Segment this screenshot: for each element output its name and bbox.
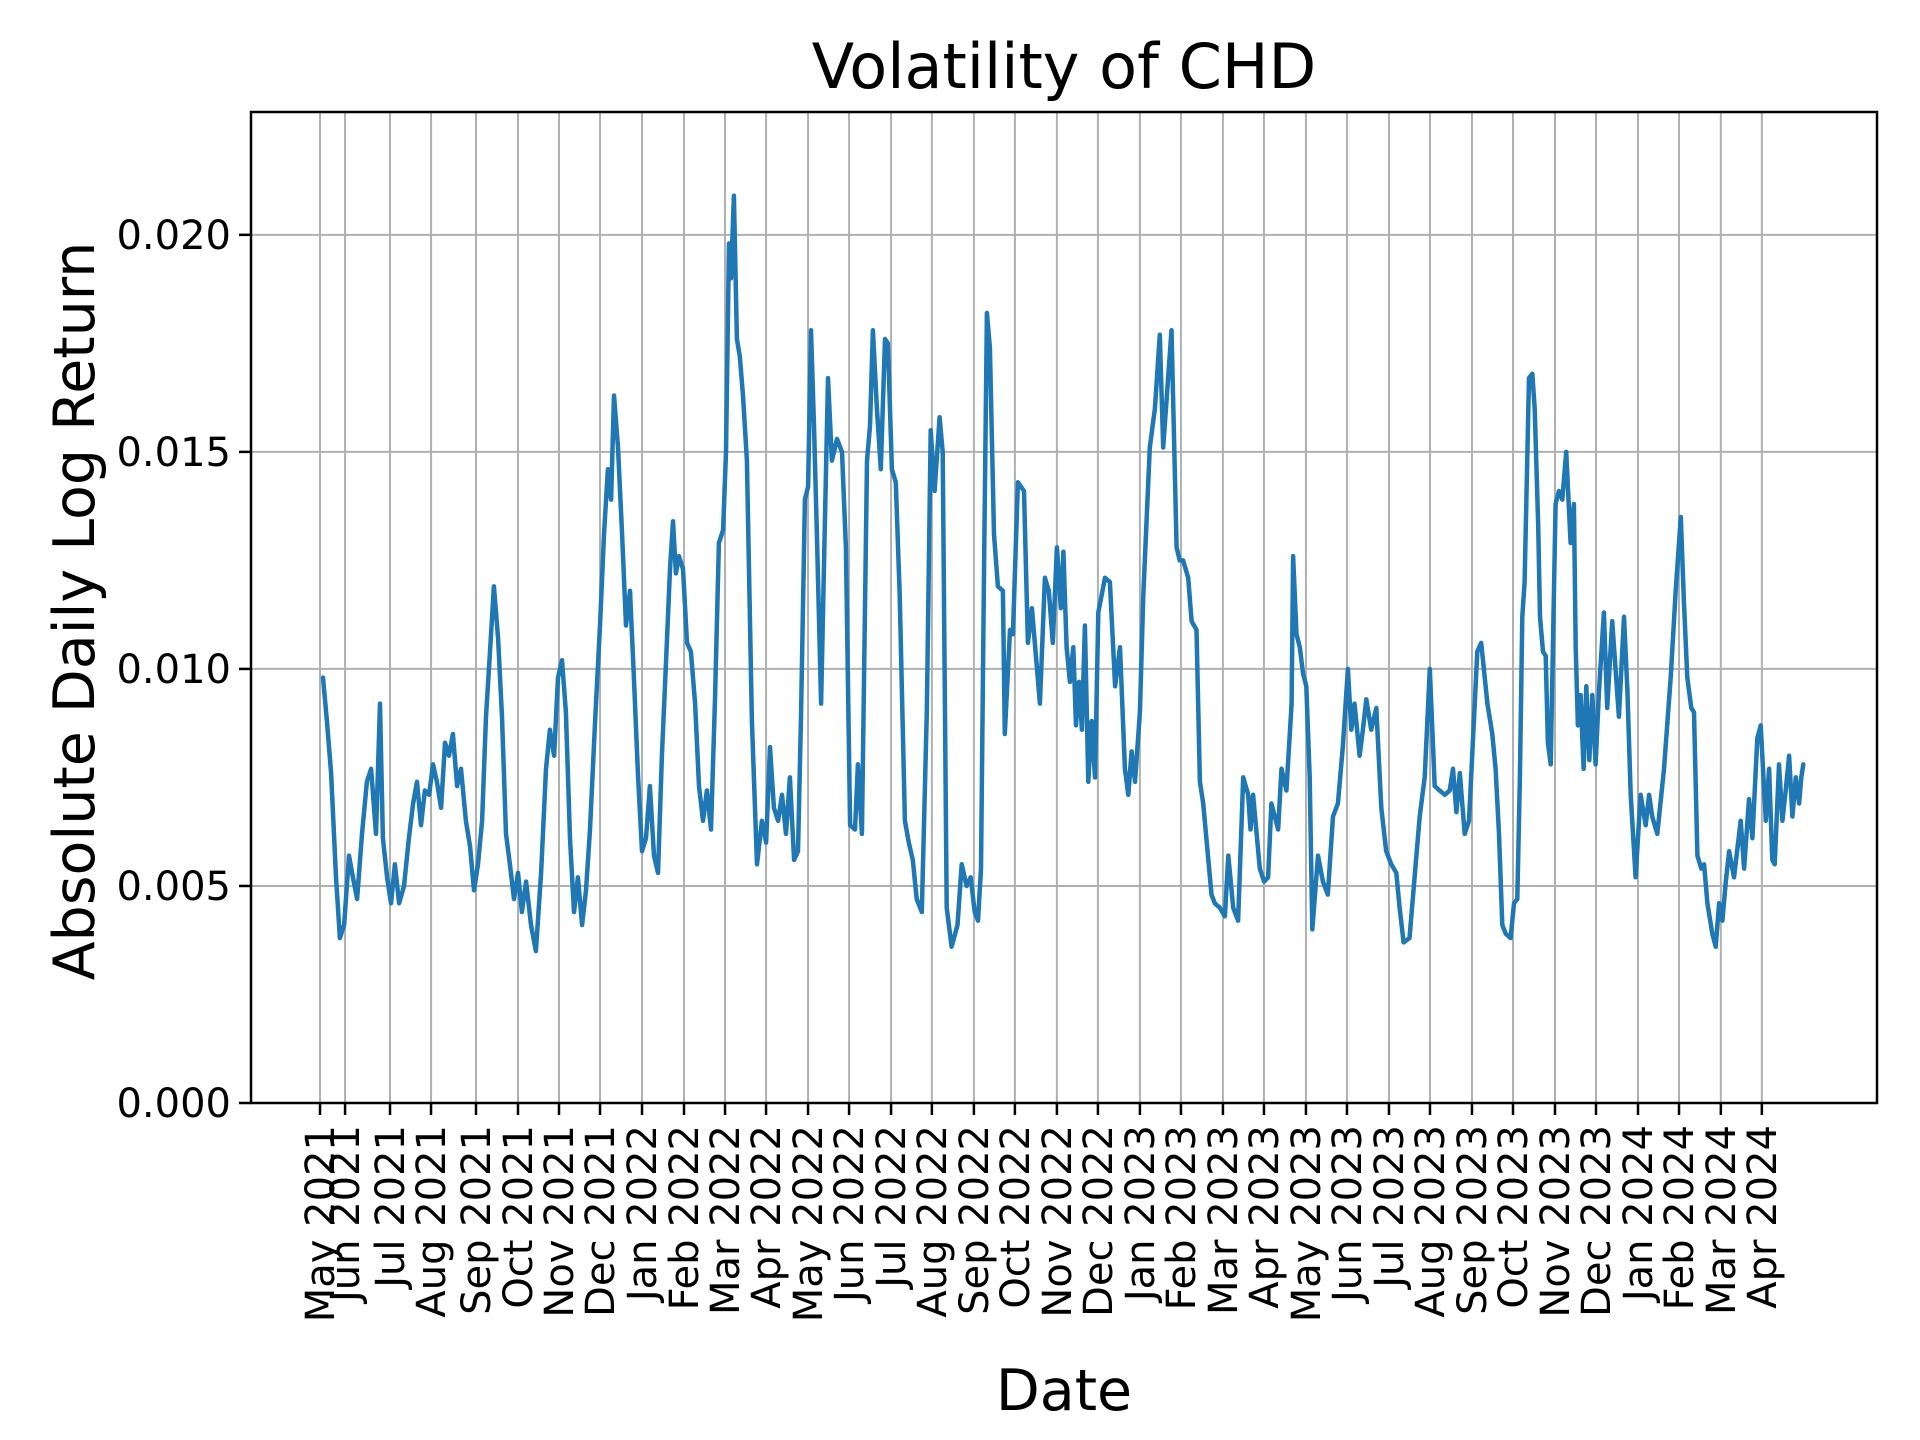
x-tick-label: Oct 2023 bbox=[1491, 1125, 1537, 1309]
x-tick-label: May 2023 bbox=[1284, 1125, 1330, 1322]
x-tick-label: Jan 2024 bbox=[1616, 1125, 1662, 1304]
x-axis-label: Date bbox=[995, 1358, 1133, 1424]
x-tick-label: Jun 2022 bbox=[827, 1125, 873, 1305]
x-tick-label: Sep 2021 bbox=[454, 1125, 500, 1315]
x-tick-label: Apr 2024 bbox=[1740, 1125, 1786, 1309]
x-tick-label: Aug 2023 bbox=[1408, 1125, 1454, 1318]
x-tick-label: Mar 2022 bbox=[703, 1125, 749, 1315]
x-tick-label: Nov 2022 bbox=[1035, 1125, 1081, 1318]
x-tick-label: Dec 2021 bbox=[578, 1125, 624, 1317]
x-tick-label: Jul 2021 bbox=[368, 1125, 414, 1291]
x-tick-label: Jun 2023 bbox=[1325, 1125, 1371, 1305]
x-tick-label: Feb 2022 bbox=[662, 1125, 708, 1310]
y-tick-label: 0.010 bbox=[116, 647, 231, 693]
x-tick-label: Apr 2023 bbox=[1242, 1125, 1288, 1309]
x-tick-label: Aug 2021 bbox=[409, 1125, 455, 1318]
x-tick-label: Jul 2023 bbox=[1367, 1125, 1413, 1291]
x-tick-label: Jan 2022 bbox=[620, 1125, 666, 1304]
x-tick-label: Oct 2022 bbox=[993, 1125, 1039, 1309]
volatility-line bbox=[320, 193, 1806, 954]
x-tick-label: Jan 2023 bbox=[1118, 1125, 1164, 1304]
x-tick-label: May 2021 bbox=[298, 1125, 344, 1322]
x-tick-label: Jun 2021 bbox=[323, 1125, 369, 1305]
x-tick-label: Mar 2024 bbox=[1699, 1125, 1745, 1315]
x-tick-label: Nov 2021 bbox=[537, 1125, 583, 1318]
x-tick-label: Aug 2022 bbox=[910, 1125, 956, 1318]
y-tick-label: 0.015 bbox=[116, 430, 231, 476]
x-tick-label: Jul 2022 bbox=[869, 1125, 915, 1291]
chart-title: Volatility of CHD bbox=[811, 30, 1317, 103]
x-tick-label: Dec 2023 bbox=[1574, 1125, 1620, 1317]
x-tick-label: Feb 2024 bbox=[1657, 1125, 1703, 1310]
x-tick-label: Sep 2022 bbox=[952, 1125, 998, 1315]
y-tick-label: 0.020 bbox=[116, 213, 231, 259]
x-tick-label: Sep 2023 bbox=[1450, 1125, 1496, 1315]
x-tick-label: Oct 2021 bbox=[496, 1125, 542, 1309]
x-tick-label: Mar 2023 bbox=[1201, 1125, 1247, 1315]
y-tick-label: 0.000 bbox=[116, 1081, 231, 1127]
x-tick-label: Dec 2022 bbox=[1076, 1125, 1122, 1317]
x-tick-label: Apr 2022 bbox=[744, 1125, 790, 1309]
x-tick-label: May 2022 bbox=[786, 1125, 832, 1322]
plot-border bbox=[249, 110, 1879, 1105]
y-tick-label: 0.005 bbox=[116, 864, 231, 910]
x-tick-label: Feb 2023 bbox=[1159, 1125, 1205, 1310]
x-tick-label: Nov 2023 bbox=[1533, 1125, 1579, 1318]
